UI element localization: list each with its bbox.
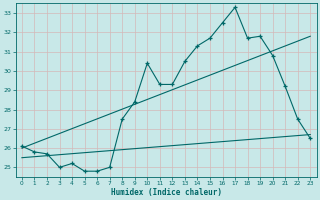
X-axis label: Humidex (Indice chaleur): Humidex (Indice chaleur): [111, 188, 221, 197]
